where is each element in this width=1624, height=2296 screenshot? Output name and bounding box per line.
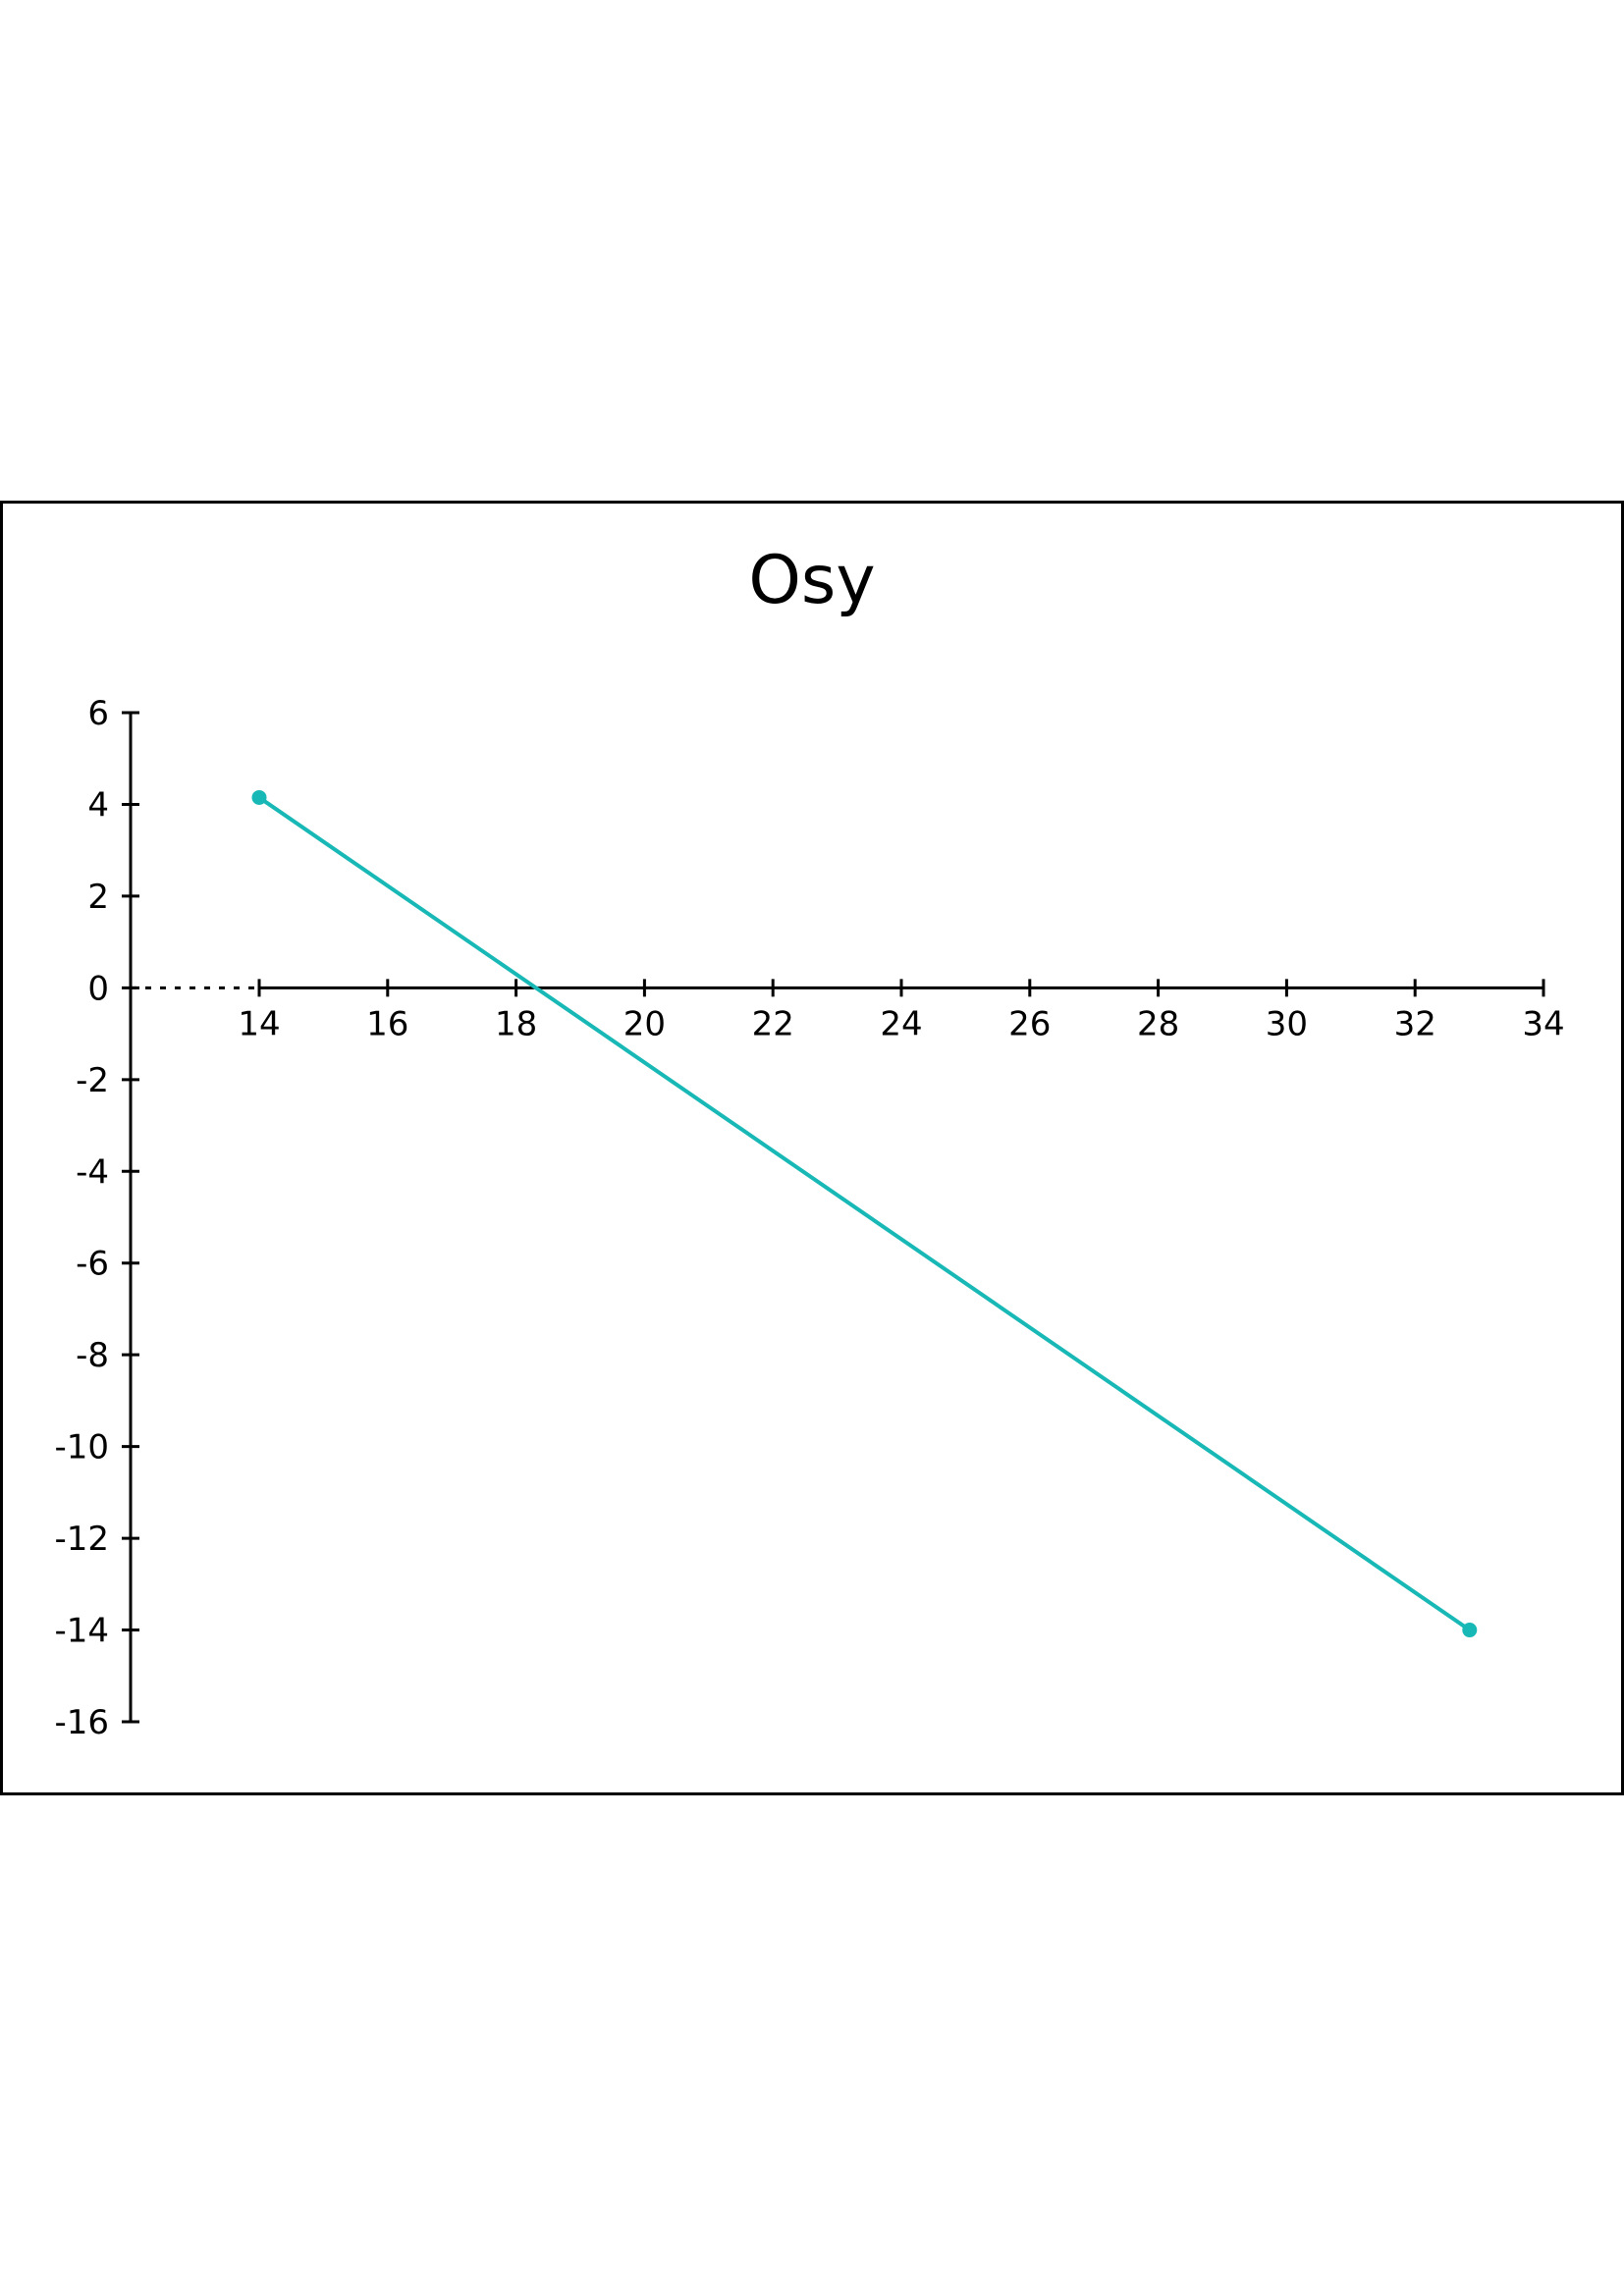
x-tick-label: 34 [1522, 1004, 1564, 1043]
y-tick-label: -16 [54, 1703, 109, 1742]
chart-frame [0, 501, 1624, 1795]
y-tick-label: -10 [54, 1428, 109, 1468]
y-tick-label: -4 [76, 1152, 109, 1192]
y-tick-label: 4 [87, 785, 109, 825]
y-tick-label: -8 [76, 1336, 109, 1375]
series-layer [251, 789, 1478, 1638]
y-tick-label: -14 [54, 1612, 109, 1651]
x-tick-label: 22 [752, 1004, 794, 1043]
x-tick-label: 16 [366, 1004, 408, 1043]
x-tick-label: 32 [1394, 1004, 1436, 1043]
x-tick-label: 30 [1266, 1004, 1308, 1043]
y-tick-label: -12 [54, 1520, 109, 1559]
x-tick-label: 18 [495, 1004, 537, 1043]
y-tick-label: -2 [76, 1061, 109, 1100]
x-tick-label: 24 [880, 1004, 922, 1043]
y-tick-label: 6 [87, 694, 109, 733]
x-tick-label: 20 [623, 1004, 666, 1043]
y-tick-label: -6 [76, 1245, 109, 1284]
y-tick-label: 2 [87, 878, 109, 917]
data-point [1462, 1623, 1478, 1638]
data-point [251, 789, 267, 805]
y-tick-label: 0 [87, 969, 109, 1008]
chart-title: Osy [748, 542, 875, 619]
x-tick-label: 14 [238, 1004, 280, 1043]
x-tick-label: 26 [1008, 1004, 1051, 1043]
series-line [257, 795, 1471, 1632]
x-tick-label: 28 [1137, 1004, 1179, 1043]
